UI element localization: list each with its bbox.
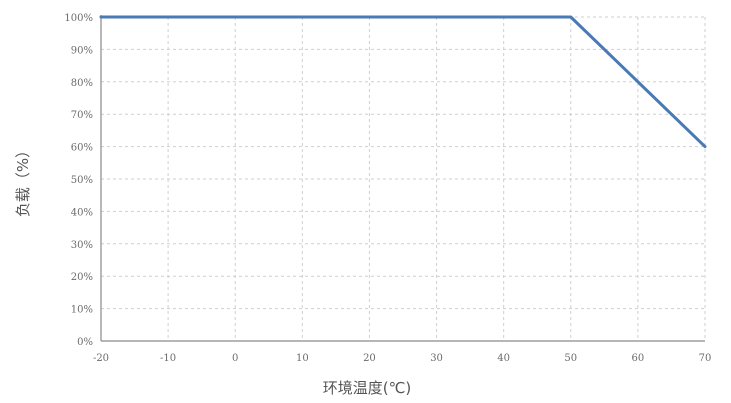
y-tick-label-3: 30% [71, 240, 93, 251]
y-tick-label-1: 10% [71, 305, 93, 316]
y-tick-label-6: 60% [71, 143, 93, 154]
x-tick-label-2: 0 [232, 353, 238, 364]
y-tick-labels: 0% 10% 20% 30% 40% 50% 60% 70% 80% 90% 100% [64, 13, 93, 348]
x-tick-label-7: 50 [564, 353, 577, 364]
y-tick-label-2: 20% [71, 272, 93, 283]
x-axis-title: 环境温度(℃) [323, 379, 412, 397]
y-tick-label-4: 40% [71, 207, 93, 218]
x-tick-label-9: 70 [699, 353, 712, 364]
y-tick-label-5: 50% [71, 175, 93, 186]
x-tick-label-4: 20 [363, 353, 376, 364]
y-tick-label-8: 80% [71, 78, 93, 89]
series-line-0 [99, 15, 707, 149]
x-tick-label-3: 10 [296, 353, 309, 364]
y-tick-label-0: 0% [77, 337, 93, 348]
y-axis-title: 负载（%） [14, 143, 32, 217]
x-tick-label-1: -10 [160, 353, 176, 364]
x-tick-label-6: 40 [497, 353, 510, 364]
axes [100, 15, 705, 342]
x-tick-labels: -20 -10 0 10 20 30 40 50 60 70 [93, 353, 711, 364]
x-tick-label-0: -20 [93, 353, 109, 364]
y-tick-label-7: 70% [71, 110, 93, 121]
x-tick-label-5: 30 [430, 353, 443, 364]
grid [101, 16, 706, 341]
y-tick-label-9: 90% [71, 45, 93, 56]
series-layer [99, 15, 707, 149]
y-tick-label-10: 100% [64, 13, 93, 24]
x-tick-label-8: 60 [632, 353, 645, 364]
